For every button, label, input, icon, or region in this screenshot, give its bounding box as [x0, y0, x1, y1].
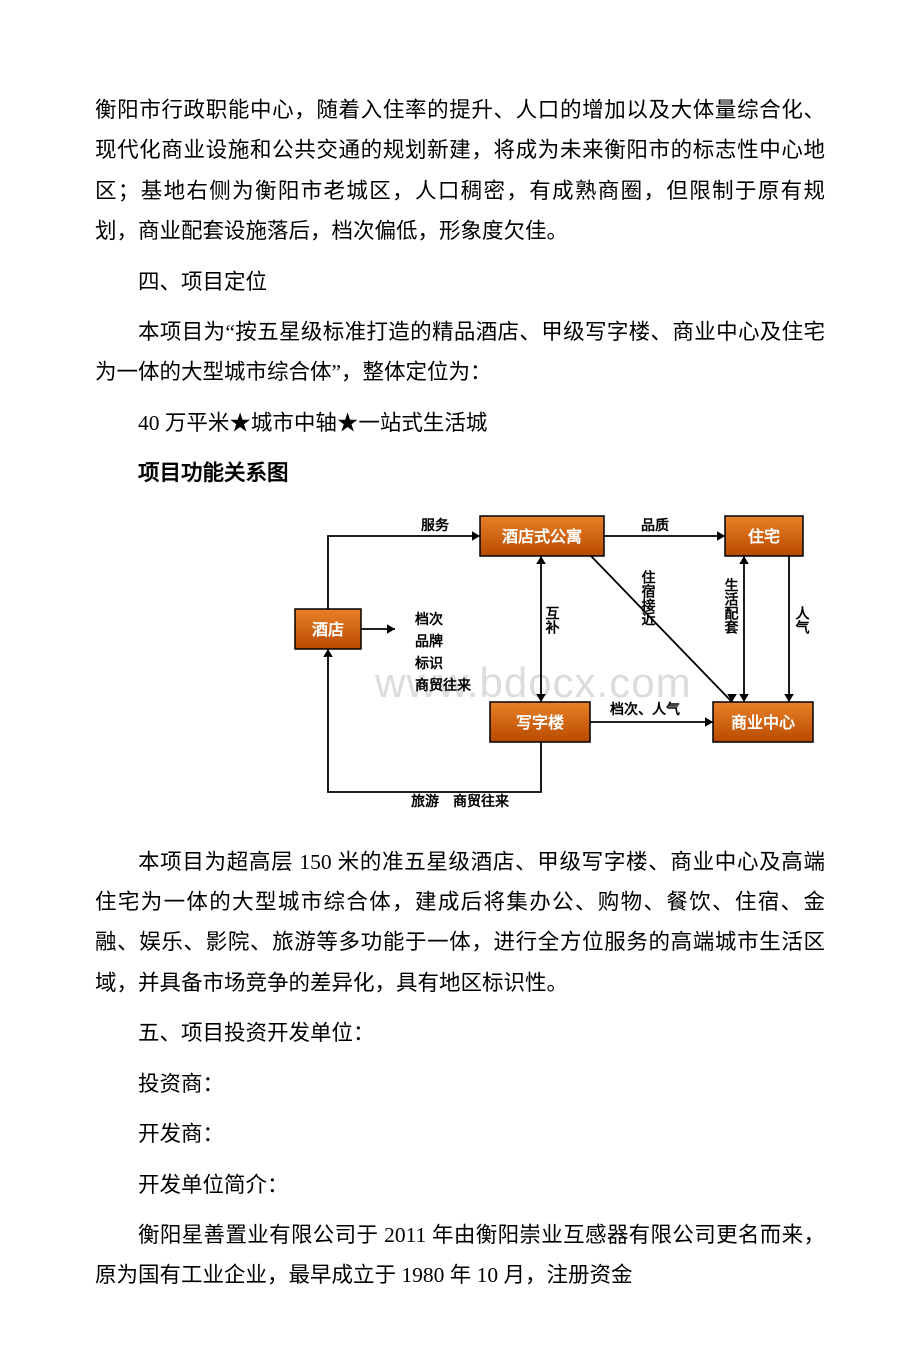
flowchart-svg: 服务 品质互补 住宿接近 生活配套 人气档次、人气旅游 商贸往来 档次品牌标识商贸往来 酒店…: [285, 504, 845, 824]
svg-text:酒店: 酒店: [312, 620, 344, 639]
svg-text:互补: 互补: [544, 606, 561, 635]
diagram-title: 项目功能关系图: [95, 453, 825, 493]
svg-text:商业中心: 商业中心: [731, 713, 795, 732]
svg-text:品牌: 品牌: [415, 633, 443, 650]
svg-text:服务: 服务: [421, 517, 450, 534]
svg-text:住宿接近: 住宿接近: [640, 569, 656, 626]
svg-text:品质: 品质: [641, 517, 669, 534]
svg-text:档次、人气: 档次、人气: [610, 701, 680, 718]
svg-text:酒店式公寓: 酒店式公寓: [502, 527, 582, 546]
paragraph-4: 40 万平米★城市中轴★一站式生活城: [95, 403, 825, 443]
svg-text:档次: 档次: [415, 611, 443, 628]
svg-text:生活配套: 生活配套: [723, 577, 739, 635]
label-investor: 投资商：: [95, 1064, 825, 1104]
paragraph-3: 本项目为“按五星级标准打造的精品酒店、甲级写字楼、商业中心及住宅为一体的大型城市…: [95, 312, 825, 393]
svg-text:写字楼: 写字楼: [516, 713, 564, 732]
svg-text:商贸往来: 商贸往来: [415, 677, 472, 694]
svg-text:住宅: 住宅: [748, 527, 780, 546]
label-developer: 开发商：: [95, 1114, 825, 1154]
svg-text:标识: 标识: [414, 655, 443, 672]
svg-text:人气: 人气: [794, 605, 811, 635]
function-relation-diagram: www.bdocx.com 服务品质互补住宿接近生活配套人气档次、人气旅游 商贸…: [285, 504, 845, 824]
paragraph-1: 衡阳市行政职能中心，随着入住率的提升、人口的增加以及大体量综合化、现代化商业设施…: [95, 90, 825, 252]
paragraph-11: 衡阳星善置业有限公司于 2011 年由衡阳崇业互感器有限公司更名而来，原为国有工…: [95, 1215, 825, 1296]
paragraph-6: 本项目为超高层 150 米的准五星级酒店、甲级写字楼、商业中心及高端住宅为一体的…: [95, 842, 825, 1004]
svg-text:旅游 商贸往来: 旅游 商贸往来: [411, 793, 510, 810]
heading-section-4: 四、项目定位: [95, 262, 825, 302]
heading-section-5: 五、项目投资开发单位：: [95, 1013, 825, 1053]
label-dev-intro: 开发单位简介：: [95, 1165, 825, 1205]
